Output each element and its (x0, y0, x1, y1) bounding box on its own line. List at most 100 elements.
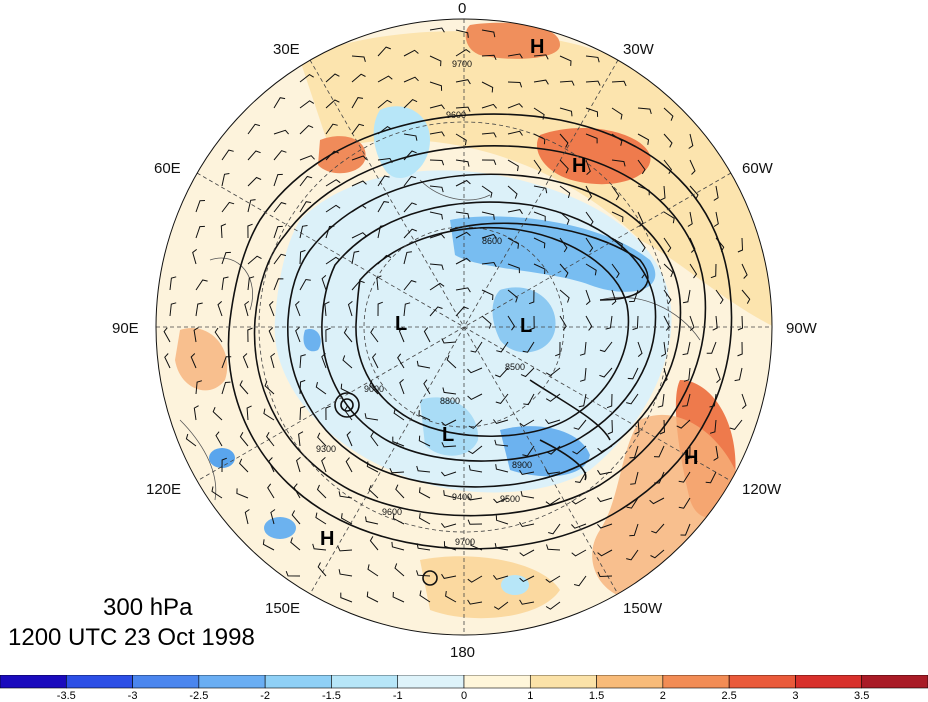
wind-barb (215, 431, 223, 447)
wind-barb (369, 536, 379, 551)
cold-anomaly-region (209, 448, 235, 468)
wind-barb (164, 353, 171, 369)
colorbar-box (596, 675, 664, 689)
wind-barb (351, 55, 366, 62)
wind-barb (403, 280, 417, 291)
wind-barb (597, 571, 613, 578)
colorbar-box (264, 675, 332, 689)
wind-barb (637, 237, 646, 253)
wind-barb (523, 393, 535, 406)
wind-barb (365, 516, 379, 525)
wind-barb (429, 263, 444, 271)
wind-barb (507, 159, 519, 172)
longitude-label: 120E (146, 481, 182, 498)
wind-barb (545, 575, 561, 583)
wind-barb (247, 199, 256, 213)
wind-barb (545, 367, 561, 377)
high-center-label: H (530, 36, 544, 58)
colorbar-box (662, 675, 730, 689)
wind-barb (689, 159, 696, 175)
wind-barb (377, 301, 383, 317)
wind-barb (585, 159, 591, 175)
wind-barb (441, 419, 457, 427)
wind-barb (419, 590, 431, 603)
wind-barb (337, 546, 353, 552)
wind-barb (267, 483, 275, 499)
wind-barb (663, 107, 674, 121)
longitude-label: 0 (458, 0, 467, 17)
wind-barb (295, 327, 301, 343)
colorbar-box (331, 675, 399, 689)
wind-barb (340, 513, 353, 525)
cold-anomaly-region (303, 329, 321, 352)
wind-barb (741, 263, 748, 279)
wind-barb (493, 419, 509, 424)
wind-barb (481, 159, 497, 165)
wind-barb (545, 497, 561, 506)
wind-barb (637, 107, 652, 115)
wind-barb (626, 393, 639, 405)
wind-barb (611, 185, 620, 201)
wind-barb (741, 289, 751, 304)
wind-barb (611, 237, 623, 250)
wind-barb (546, 544, 561, 551)
wind-barb (559, 133, 569, 148)
wind-barb (403, 99, 418, 109)
wind-barb (493, 574, 509, 580)
wind-barb (265, 432, 275, 447)
wind-barb (611, 263, 620, 279)
wind-barb (559, 185, 571, 199)
wind-barb (649, 497, 665, 505)
wind-barb (367, 564, 379, 577)
wind-barb (418, 487, 431, 499)
wind-barb (585, 107, 599, 117)
cold-anomaly-region (501, 575, 529, 595)
colorbar-box (397, 675, 465, 689)
contour-label: 9700 (452, 59, 472, 69)
wind-barb (273, 253, 287, 265)
wind-barb (533, 237, 546, 249)
contour-label: 8800 (440, 396, 460, 406)
wind-barb (519, 549, 535, 557)
wind-barb (429, 104, 445, 110)
wind-barb (496, 341, 509, 353)
wind-barb (533, 211, 546, 222)
warm-anomaly-region (300, 31, 772, 330)
wind-barb (548, 523, 561, 535)
wind-barb (611, 211, 624, 223)
wind-barb (467, 495, 483, 501)
wind-barb (246, 405, 252, 421)
wind-barb (559, 80, 575, 86)
wind-barb (559, 237, 568, 253)
wind-barb (659, 419, 666, 435)
wind-barb (493, 601, 509, 610)
wind-barb (221, 251, 231, 265)
wind-barb (481, 315, 492, 329)
wind-barb (689, 263, 698, 279)
longitude-label: 180 (450, 644, 476, 661)
wind-barb (273, 150, 287, 161)
wind-barb (709, 419, 717, 434)
wind-barb (481, 289, 494, 301)
wind-barb (468, 445, 483, 455)
wind-barb (685, 445, 691, 461)
wind-barb (611, 289, 617, 305)
wind-barb (211, 486, 223, 499)
wind-barb (368, 485, 379, 499)
wind-barb (325, 225, 335, 239)
wind-barb (715, 367, 721, 383)
wind-barb (629, 289, 639, 303)
colorbar-tick-label: -3.5 (56, 690, 76, 702)
wind-barb (299, 201, 312, 213)
wind-barb (660, 185, 666, 201)
wind-barb (416, 570, 431, 577)
wind-barb (713, 211, 719, 227)
wind-barb (637, 133, 650, 145)
wind-barb (338, 491, 353, 499)
wind-barb (193, 327, 199, 343)
wind-barb (678, 471, 691, 483)
wind-barb (220, 223, 227, 239)
wind-barb (239, 432, 249, 447)
wind-barb (192, 249, 198, 265)
cold-anomaly-region (420, 397, 479, 456)
